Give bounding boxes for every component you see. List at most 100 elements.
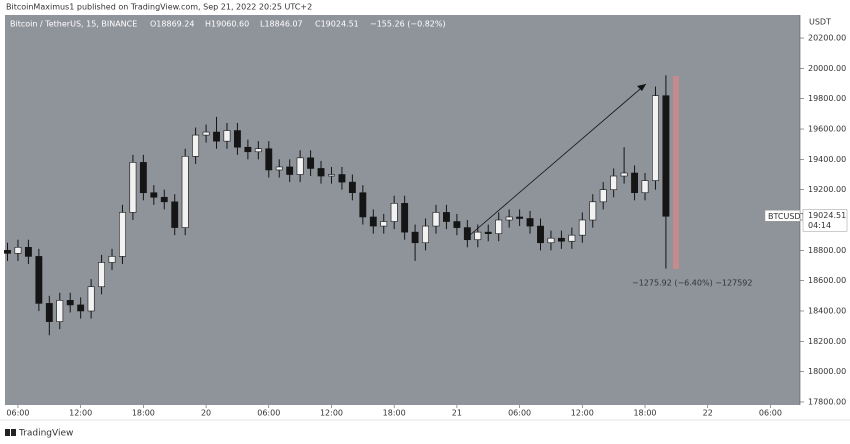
footer-brand: TradingView [18, 429, 73, 439]
legend-change: −155.26 (−0.82%) [370, 20, 446, 29]
candle-body [652, 95, 659, 181]
legend-ohlc: L18846.07 [260, 20, 303, 29]
y-tick-label: 18800.00 [808, 246, 846, 255]
candle-body [443, 212, 450, 222]
candle-body [401, 203, 409, 233]
logo [5, 429, 16, 436]
measure-band [673, 76, 679, 269]
candle-body [662, 95, 670, 217]
y-tick-label: 18600.00 [808, 276, 846, 285]
candle-body [4, 250, 11, 254]
countdown-text: 04:14 [808, 221, 831, 230]
y-tick-label: 17800.00 [808, 397, 846, 406]
x-tick-label: 06:00 [6, 409, 29, 418]
price-tag-text: 19024.51 [808, 211, 846, 220]
candle-body [14, 247, 22, 254]
x-tick-label: 20 [201, 409, 211, 418]
candle-body [547, 237, 555, 244]
candle-body [24, 247, 32, 257]
candle-body [641, 180, 649, 194]
candle-body [537, 225, 544, 244]
arrow-head [637, 84, 646, 91]
candle-body [56, 300, 64, 322]
y-tick-label: 19200.00 [808, 185, 846, 194]
candle-body [411, 231, 419, 244]
y-tick-label: 19600.00 [808, 125, 846, 134]
candle-body [620, 172, 628, 177]
x-tick-label: 06:00 [257, 409, 280, 418]
candle-body [631, 172, 638, 194]
candle-body [484, 231, 492, 234]
y-tick-label: 19800.00 [808, 94, 846, 103]
x-tick-label: 18:00 [633, 409, 656, 418]
candle-body [422, 225, 429, 244]
candle-body [578, 219, 586, 236]
candle-body [223, 130, 231, 142]
candle-body [453, 221, 461, 228]
y-tick-label: 20200.00 [808, 34, 846, 43]
y-tick-label: 20000.00 [808, 64, 846, 73]
candle-body [589, 201, 597, 221]
candle-body [45, 303, 53, 322]
x-tick-label: 21 [452, 409, 462, 418]
candle-body [568, 234, 576, 242]
candle-body [432, 212, 440, 227]
x-tick-label: 22 [703, 409, 713, 418]
candle-body [265, 148, 273, 171]
candle-body [171, 201, 179, 228]
candle-body [202, 131, 210, 136]
candle-body [474, 231, 482, 241]
candle-body [275, 166, 283, 171]
candle-body [181, 156, 189, 228]
candle-body [66, 300, 74, 306]
symbol-tag [764, 210, 801, 222]
candle-body [516, 216, 524, 219]
candle-body [244, 146, 252, 153]
x-tick-label: 12:00 [571, 409, 594, 418]
candle-body [233, 130, 241, 148]
price-tag [802, 209, 848, 232]
y-tick-label: 18200.00 [808, 337, 846, 346]
candle-body [338, 174, 346, 183]
candle-body [108, 256, 116, 263]
candle-body [98, 262, 106, 288]
candle-body [599, 189, 607, 203]
y-tick-label: 18000.00 [808, 367, 846, 376]
candle-body [317, 168, 325, 177]
candle-body [192, 134, 200, 157]
candle-body [348, 181, 356, 194]
candle-body [390, 203, 398, 222]
x-tick-label: 18:00 [132, 409, 155, 418]
candle-body [77, 304, 85, 312]
y-tick-label: 18400.00 [808, 306, 846, 315]
y-tick-label: 19400.00 [808, 155, 846, 164]
trend-arrow [469, 83, 647, 236]
candle-body [296, 157, 304, 175]
x-tick-label: 12:00 [320, 409, 343, 418]
candle-body [35, 256, 43, 304]
candle-body [87, 286, 95, 312]
candle-body [380, 221, 388, 227]
candle-body [286, 166, 294, 175]
legend-ohlc: O18869.24 [150, 20, 194, 29]
x-tick-label: 06:00 [759, 409, 782, 418]
candle-body [213, 131, 220, 142]
x-tick-label: 18:00 [383, 409, 406, 418]
legend-ohlc: H19060.60 [205, 20, 249, 29]
candle-body [307, 157, 315, 169]
measure-annotation: −1275.92 (−6.40%) −127592 [632, 279, 752, 288]
candle-body [610, 175, 618, 190]
legend-ohlc: C19024.51 [315, 20, 359, 29]
candle-body [150, 192, 158, 198]
candle-body [359, 192, 367, 218]
x-tick-label: 06:00 [508, 409, 531, 418]
candle-body [526, 218, 534, 227]
currency-label: USDT [809, 18, 831, 27]
candle-body [254, 148, 262, 153]
header: BitcoinMaximus1 published on TradingView… [6, 3, 312, 12]
candle-body [495, 219, 503, 234]
candle-body [139, 162, 147, 194]
legend-symbol: Bitcoin / TetherUS, 15, BINANCE [10, 20, 137, 29]
candle-body [505, 216, 513, 221]
